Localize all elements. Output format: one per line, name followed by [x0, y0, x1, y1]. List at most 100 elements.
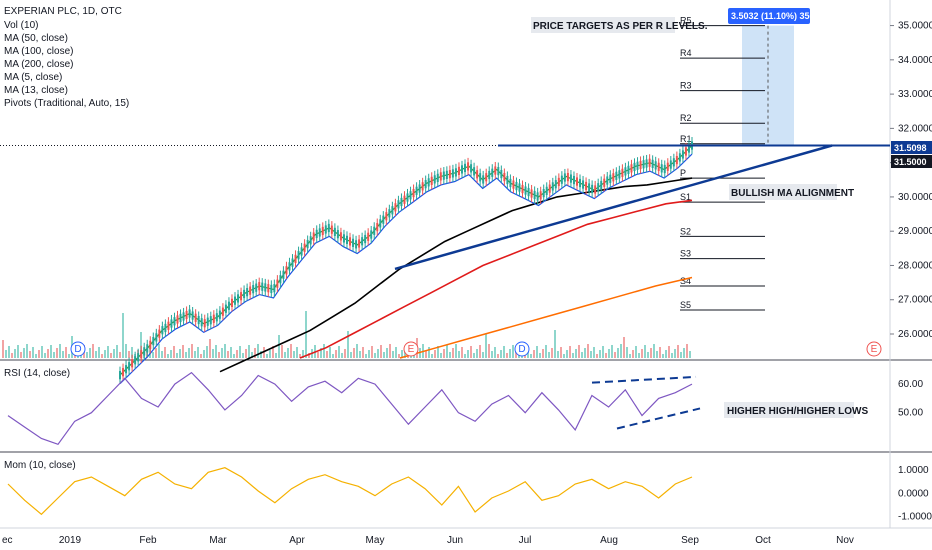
volume-bar — [275, 353, 277, 358]
volume-bar — [245, 349, 247, 358]
event-marker-circle[interactable] — [70, 341, 86, 357]
legend-item[interactable]: MA (5, close) — [4, 72, 62, 83]
event-marker-circle[interactable] — [403, 341, 419, 357]
candle-body — [288, 262, 291, 271]
volume-bar — [170, 350, 172, 358]
candle-body — [470, 164, 473, 173]
ascending-trendline[interactable] — [394, 144, 833, 271]
volume-bar — [500, 350, 502, 358]
candle-body — [530, 189, 533, 198]
event-marker-circle[interactable] — [514, 341, 530, 357]
candle-body — [161, 326, 164, 335]
pivot-label: R5 — [680, 16, 692, 26]
volume-bar — [191, 344, 193, 358]
rsi-lower-trend[interactable] — [616, 407, 701, 430]
price-tick-label: 29.0000 — [898, 226, 932, 237]
volume-bar — [281, 345, 283, 358]
volume-bar — [284, 352, 286, 358]
candle-body — [460, 165, 463, 174]
target-band — [742, 25, 794, 146]
candle-body — [224, 304, 227, 313]
volume-bar — [173, 346, 175, 358]
volume-bar — [14, 349, 16, 358]
volume-bar — [428, 347, 430, 358]
volume-bar — [446, 345, 448, 358]
candle-body — [545, 186, 548, 195]
volume-bar — [578, 345, 580, 358]
pivot-label: S1 — [680, 192, 691, 202]
event-marker-label[interactable]: E — [871, 344, 878, 355]
volume-bar — [641, 349, 643, 358]
rsi-annotation-box — [724, 402, 854, 418]
rsi-annotation[interactable]: HIGHER HIGH/HIGHER LOWS — [727, 406, 868, 417]
legend-item[interactable]: Pivots (Traditional, Auto, 15) — [4, 98, 129, 109]
candle-body — [672, 158, 675, 167]
ma-annotation[interactable]: BULLISH MA ALIGNMENT — [731, 188, 854, 199]
candle-body — [176, 315, 179, 324]
candle-body — [282, 270, 285, 279]
volume-bar — [236, 350, 238, 358]
volume-bar — [629, 354, 631, 358]
volume-bar — [371, 346, 373, 358]
candle-body — [382, 215, 385, 224]
volume-bar — [347, 331, 349, 358]
legend-item[interactable]: Vol (10) — [4, 20, 38, 31]
event-marker-circle[interactable] — [866, 341, 882, 357]
price-tick-label: 33.0000 — [898, 89, 932, 100]
moving-averages — [119, 145, 693, 385]
legend-item[interactable]: MA (200, close) — [4, 59, 73, 70]
candle-body — [681, 150, 684, 159]
time-tick-label: Jul — [519, 535, 532, 546]
volume-bar — [665, 350, 667, 358]
price-tick-label: 27.0000 — [898, 295, 932, 306]
candle-body — [349, 237, 352, 246]
event-marker-label[interactable]: D — [74, 344, 81, 355]
event-marker-label[interactable]: D — [518, 344, 525, 355]
legend-item[interactable]: MA (50, close) — [4, 33, 68, 44]
volume-bar — [542, 349, 544, 358]
legend-item[interactable]: MA (13, close) — [4, 85, 68, 96]
candle-body — [521, 184, 524, 194]
volume-bar — [8, 346, 10, 358]
mom-label[interactable]: Mom (10, close) — [4, 460, 76, 471]
candle-body — [185, 310, 188, 320]
candle-body — [137, 353, 140, 362]
candle-body — [342, 234, 345, 243]
candle-body — [588, 183, 591, 192]
axes: ec 2019 Feb Mar Apr May Jun Jul Aug Sep Oct Nov 35.0… — [2, 21, 932, 546]
candle-body — [125, 365, 128, 374]
volume-bar — [176, 353, 178, 358]
candle-body — [585, 181, 588, 191]
volume-bar — [317, 352, 319, 358]
ma-annotation-box — [729, 184, 837, 200]
targets-annotation[interactable]: PRICE TARGETS AS PER R LEVELS. — [533, 21, 708, 32]
rsi-upper-trend[interactable] — [591, 375, 697, 384]
event-marker-label[interactable]: E — [408, 344, 415, 355]
price-pane[interactable] — [0, 0, 890, 360]
volume-bar — [659, 347, 661, 358]
legend-item[interactable]: MA (100, close) — [4, 46, 73, 57]
ma100-line — [299, 199, 693, 359]
volume-bar — [35, 354, 37, 358]
volume-bar — [233, 354, 235, 358]
candle-body — [330, 225, 333, 234]
candle-body — [258, 282, 261, 291]
volume-bar — [179, 349, 181, 358]
candle-body — [594, 185, 597, 194]
volume-bar — [221, 348, 223, 358]
candle-body — [355, 240, 358, 249]
candle-body — [364, 234, 367, 244]
candle-body — [645, 159, 648, 168]
pivot-label: S3 — [680, 249, 691, 259]
volume-bar — [488, 344, 490, 358]
volume-bar — [461, 347, 463, 358]
rsi-label[interactable]: RSI (14, close) — [4, 368, 70, 379]
candle-body — [464, 163, 467, 173]
volume-bar — [125, 344, 127, 358]
symbol-title[interactable]: EXPERIAN PLC, 1D, OTC — [4, 6, 122, 17]
volume-bar — [683, 348, 685, 358]
trendlines[interactable] — [0, 144, 890, 271]
volume-bar — [671, 353, 673, 358]
